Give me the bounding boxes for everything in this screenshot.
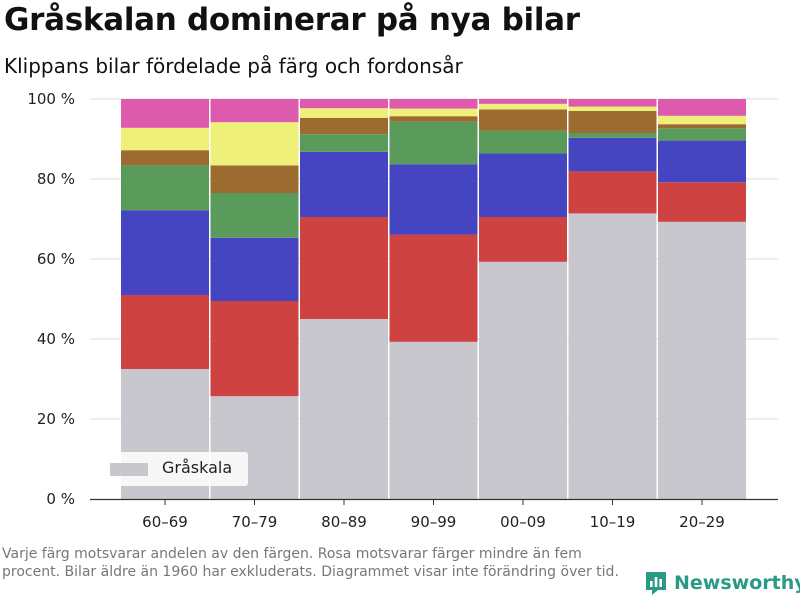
bar-segment: [210, 122, 299, 166]
bar-segment: [568, 213, 657, 499]
bar-segment: [121, 127, 209, 151]
bar-segment: [479, 130, 567, 154]
newsworthy-logo[interactable]: Newsworthy: [644, 568, 800, 598]
bar-segment: [389, 234, 478, 342]
x-tick-label: 90–99: [411, 513, 457, 531]
bar-segment: [568, 111, 657, 133]
x-tick-labels: 60–69 70–79 80–89 90–99 00–09 10–19 20–29: [142, 513, 725, 531]
bar-segment: [300, 117, 388, 135]
bar-segment: [479, 109, 567, 131]
bar-segment: [121, 99, 209, 128]
y-tick-label: 60 %: [37, 250, 75, 268]
bar-segment: [479, 153, 567, 217]
bar-segment: [121, 165, 209, 211]
bar-segment: [658, 128, 746, 141]
legend: Gråskala: [100, 452, 248, 486]
bar-segment: [658, 124, 746, 129]
bar-segment: [658, 115, 746, 125]
chart-subtitle: Klippans bilar fördelade på färg och for…: [4, 54, 463, 78]
bar-segment: [210, 165, 299, 193]
bar-segment: [658, 140, 746, 183]
bar-stacks: [121, 99, 746, 500]
bar-segment: [389, 164, 478, 235]
legend-label-graskala: Gråskala: [162, 458, 233, 477]
bar-segment: [121, 295, 209, 369]
x-tick-label: 00–09: [500, 513, 546, 531]
axes: [90, 498, 778, 505]
bar-segment: [300, 217, 388, 319]
bar-segment: [300, 134, 388, 152]
bar-segment: [300, 108, 388, 118]
y-tick-label: 0 %: [46, 490, 75, 508]
y-tick-label: 100 %: [27, 90, 75, 108]
bar-segment: [568, 106, 657, 111]
chart-title: Gråskalan dominerar på nya bilar: [4, 2, 580, 38]
bar-segment: [389, 116, 478, 122]
bar-segment: [121, 150, 209, 166]
bar-segment: [210, 99, 299, 123]
bar-segment: [210, 193, 299, 238]
bar-segment: [121, 210, 209, 295]
y-tick-labels: 0 % 20 % 40 % 60 % 80 % 100 %: [27, 90, 75, 508]
bar-segment: [479, 99, 567, 104]
bar-segment: [568, 171, 657, 214]
y-tick-label: 80 %: [37, 170, 75, 188]
x-tick-label: 80–89: [321, 513, 367, 531]
x-tick-label: 60–69: [142, 513, 188, 531]
legend-swatch-graskala: [110, 463, 148, 476]
bar-segment: [300, 319, 388, 499]
bar-segment: [658, 99, 746, 116]
footnote: Varje färg motsvarar andelen av den färg…: [2, 546, 619, 580]
x-tick-label: 10–19: [590, 513, 636, 531]
bar-segment: [389, 341, 478, 499]
bar-segment: [389, 99, 478, 109]
bar-segment: [568, 133, 657, 138]
y-tick-label: 20 %: [37, 410, 75, 428]
bar-segment: [568, 137, 657, 172]
bar-segment: [210, 237, 299, 301]
bar-segment: [389, 121, 478, 165]
bar-segment: [658, 182, 746, 222]
bar-segment: [479, 261, 567, 499]
bar-segment: [389, 108, 478, 117]
bar-segment: [568, 99, 657, 107]
bar-segment: [300, 99, 388, 109]
newsworthy-logo-text: Newsworthy: [674, 572, 800, 594]
bar-segment: [479, 103, 567, 110]
y-tick-label: 40 %: [37, 330, 75, 348]
bar-segment: [210, 301, 299, 397]
x-tick-label: 20–29: [679, 513, 725, 531]
newsworthy-logo-icon: [646, 572, 666, 595]
bar-segment: [300, 151, 388, 217]
bar-segment: [479, 217, 567, 262]
x-tick-label: 70–79: [232, 513, 278, 531]
bar-segment: [658, 221, 746, 500]
